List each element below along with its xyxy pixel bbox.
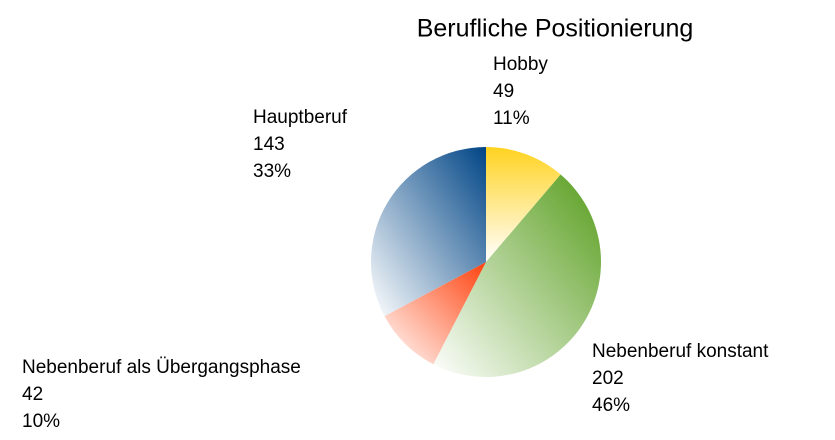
slice-percent: 33% xyxy=(253,161,291,182)
pie-slice xyxy=(384,262,486,365)
slice-value: 143 xyxy=(253,134,285,155)
slice-percent: 46% xyxy=(592,395,630,416)
chart-title: Berufliche Positionierung xyxy=(417,15,694,43)
slice-label: Nebenberuf konstant xyxy=(592,341,769,362)
slice-label: Hauptberuf xyxy=(253,107,348,128)
slice-value: 202 xyxy=(592,368,624,389)
slice-value: 49 xyxy=(493,81,514,102)
slice-label: Hobby xyxy=(493,54,548,75)
pie-slice xyxy=(486,147,561,262)
slice-percent: 10% xyxy=(22,411,60,432)
pie-slice xyxy=(433,174,601,377)
pie-slice xyxy=(371,147,486,317)
slice-value: 42 xyxy=(22,384,43,405)
slice-percent: 11% xyxy=(493,108,530,129)
slice-label: Nebenberuf als Übergangsphase xyxy=(22,357,301,378)
